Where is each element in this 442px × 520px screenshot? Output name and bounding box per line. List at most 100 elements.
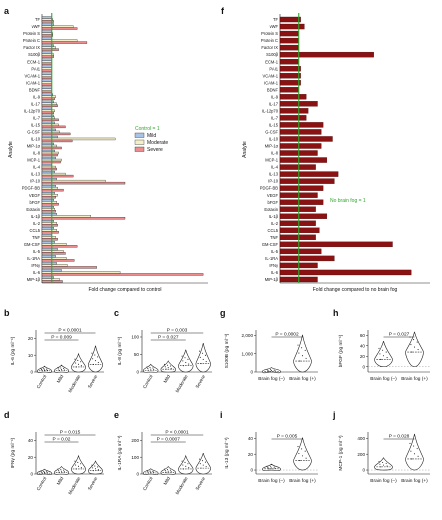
f-category-label: PAI1 [269,66,278,71]
h-point-1-1 [413,339,415,341]
j-violin-0 [374,457,393,471]
a-bar-moderate-25 [41,194,58,197]
a-bar-moderate-29 [41,222,57,225]
a-bar-moderate-8 [41,74,52,77]
b-x-tick-label: Mild [56,374,65,384]
c-y-axis-label: IL-8 (pg ml⁻¹) [117,336,123,365]
g-point-1-5 [305,357,307,359]
d-point-2-2 [80,463,82,465]
d-point-2-0 [74,460,76,462]
i-point-0-0 [266,465,268,467]
f-category-label: Eotaxin [264,207,278,212]
d-point-2-1 [77,461,79,464]
d-point-3-5 [97,469,99,471]
f-bar-6 [279,58,299,65]
b-point-3-0 [91,352,93,354]
b-point-1-3 [58,368,60,370]
a-bar-moderate-9 [41,81,52,84]
j-point-0-3 [379,463,381,465]
c-y-tick-label: 0 [136,370,139,375]
f-category-label: IL-13 [269,172,279,177]
j-x-tick-label: Brain fog (–) [370,478,397,484]
d-point-1-4 [60,470,63,472]
c-p-value-label: P = 0.003 [167,328,188,334]
a-bar-moderate-4 [41,46,56,49]
h-point-0-1 [382,349,384,351]
g-point-1-1 [301,347,303,349]
h-violin-1 [405,331,424,368]
a-bar-mild-17 [41,135,58,139]
b-point-3-3 [92,358,94,360]
e-point-2-6 [182,468,185,470]
a-category-label: BDNF [29,87,41,92]
e-point-0-0 [146,470,148,472]
j-point-0-1 [382,461,384,464]
f-bar-8 [279,73,301,79]
j-point-0-4 [382,464,385,466]
d-point-1-5 [63,471,65,473]
h-violin-0 [374,341,393,368]
j-y-tick-label: 0 [362,468,365,473]
a-bar-moderate-11 [41,95,56,98]
a-category-label: IL-12p70 [24,108,41,113]
a-bar-mild-9 [41,79,52,82]
c-point-1-0 [164,363,166,366]
d-point-2-6 [75,468,77,470]
h-y-axis-label: bFGF (pg ml⁻¹) [338,334,344,367]
c-violin-3 [195,342,211,373]
a-bar-severe-1 [41,27,78,30]
panel-letter-b: b [4,308,10,318]
e-point-3-6 [200,467,202,469]
a-category-label: IL-8 [33,151,41,156]
a-bar-severe-34 [41,259,75,262]
f-bar-16 [279,129,322,135]
b-x-tick-label: Control [36,374,48,389]
b-p-value-label: P < 0.0001 [58,328,82,334]
a-bar-moderate-26 [41,201,57,204]
g-point-0-3 [267,369,269,371]
a-bar-mild-28 [41,213,57,216]
f-bar-26 [279,199,324,205]
b-point-3-6 [92,363,94,365]
b-y-tick-label: 20 [28,336,34,341]
i-x-tick-label: Brain fog (+) [289,478,316,484]
f-category-label: Protein C [261,38,278,43]
a-bar-mild-3 [41,37,52,40]
a-category-label: IL-17 [31,101,41,106]
e-violin-3 [195,453,211,475]
a-bar-moderate-34 [41,257,67,260]
a-category-label: ECM-1 [27,59,40,64]
b-point-2-0 [74,358,76,360]
e-y-tick-label: 100 [131,455,139,460]
a-legend-label: Mild [147,133,156,139]
c-point-0-5 [153,369,155,371]
j-point-1-4 [413,453,416,455]
a-bar-severe-9 [41,83,52,86]
h-point-1-6 [411,351,413,353]
a-bar-mild-19 [41,149,55,153]
a-category-label: VEGF [29,193,41,198]
f-bar-18 [279,143,322,149]
a-bar-moderate-14 [41,116,55,120]
e-point-1-2 [169,469,172,471]
a-y-axis-label: Analyte [8,141,14,158]
a-bar-mild-10 [41,86,52,89]
d-point-3-1 [94,465,96,467]
a-bar-severe-24 [41,188,64,192]
a-bar-severe-14 [41,118,59,122]
a-category-label: IL-10 [31,137,41,142]
f-bar-34 [279,255,335,262]
e-violin-2 [178,454,194,475]
a-category-label: bFGF [30,200,41,205]
a-bar-severe-23 [41,181,126,185]
f-bar-3 [279,37,299,44]
d-point-0-4 [43,471,46,474]
c-point-2-5 [188,363,190,365]
d-point-2-3 [75,464,77,466]
f-category-label: IL-1RA [265,256,278,261]
a-bar-mild-13 [41,107,52,111]
b-violin-2 [71,352,86,373]
a-bar-severe-5 [41,55,54,58]
a-bar-moderate-24 [41,186,58,190]
f-bar-7 [279,66,301,72]
